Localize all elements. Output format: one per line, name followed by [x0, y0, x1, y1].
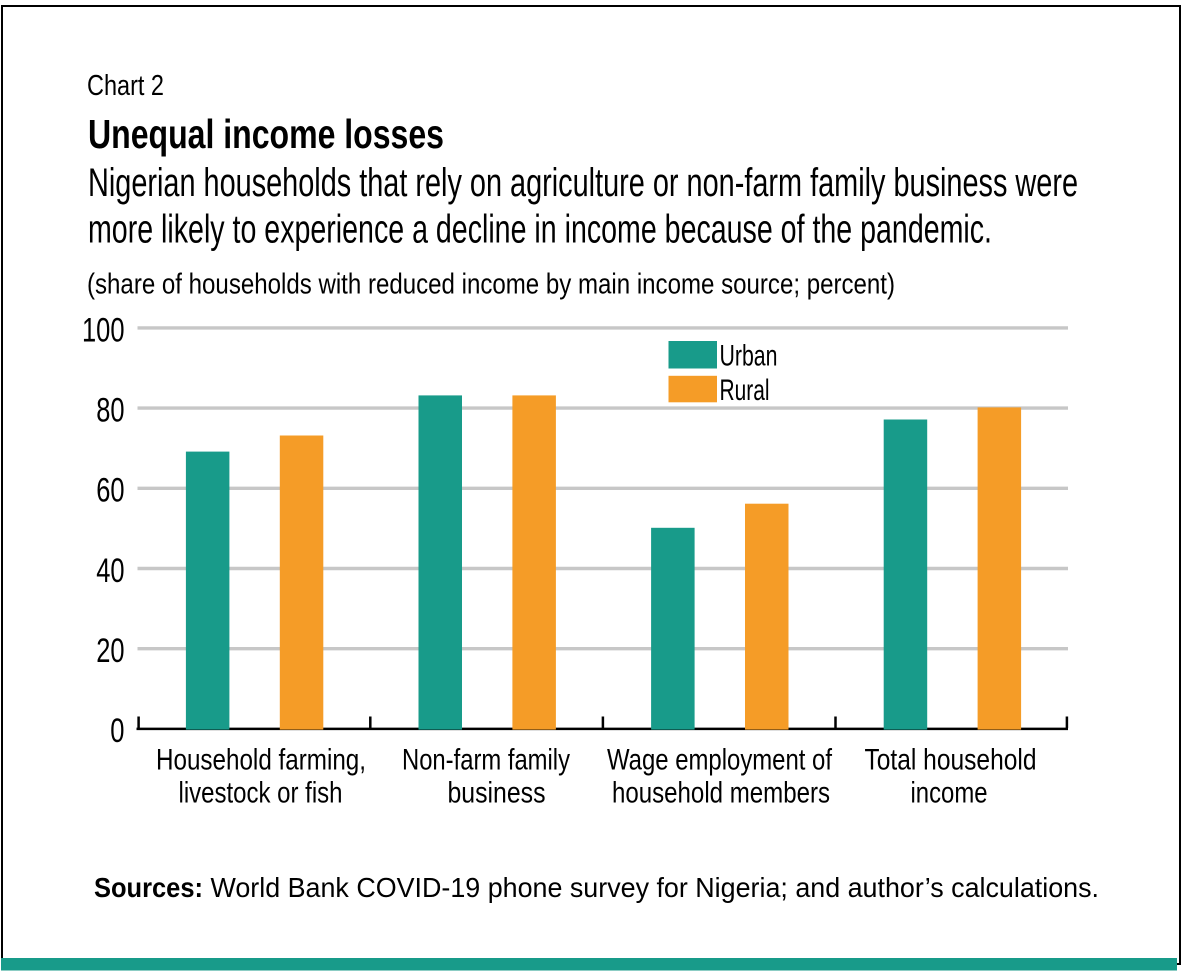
svg-text:80: 80 — [96, 392, 124, 430]
svg-text:household members: household members — [612, 777, 830, 810]
svg-text:Rural: Rural — [720, 374, 770, 407]
svg-text:100: 100 — [82, 312, 125, 350]
svg-text:income: income — [911, 777, 988, 810]
svg-text:Sources:: Sources: — [94, 872, 203, 903]
svg-text:20: 20 — [96, 632, 124, 670]
svg-text:Total household: Total household — [865, 744, 1037, 777]
svg-text:livestock or fish: livestock or fish — [179, 777, 343, 810]
svg-text:Unequal income losses: Unequal income losses — [88, 111, 444, 157]
svg-text:Wage employment of: Wage employment of — [607, 744, 833, 777]
svg-text:(share of households with redu: (share of households with reduced income… — [87, 269, 895, 301]
svg-text:Household farming,: Household farming, — [156, 744, 366, 777]
svg-text:60: 60 — [96, 472, 124, 510]
svg-text:Nigerian households that rely: Nigerian households that rely on agricul… — [88, 161, 1078, 205]
svg-text:Chart 2: Chart 2 — [87, 70, 164, 102]
svg-text:0: 0 — [110, 712, 124, 750]
svg-text:more likely to experience a de: more likely to experience a decline in i… — [88, 207, 992, 251]
svg-text:Urban: Urban — [720, 339, 778, 372]
svg-text:business: business — [448, 777, 546, 810]
svg-text:40: 40 — [96, 552, 124, 590]
svg-text:World Bank COVID-19 phone surv: World Bank COVID-19 phone survey for Nig… — [211, 872, 1100, 903]
svg-text:Non-farm family: Non-farm family — [402, 744, 570, 777]
